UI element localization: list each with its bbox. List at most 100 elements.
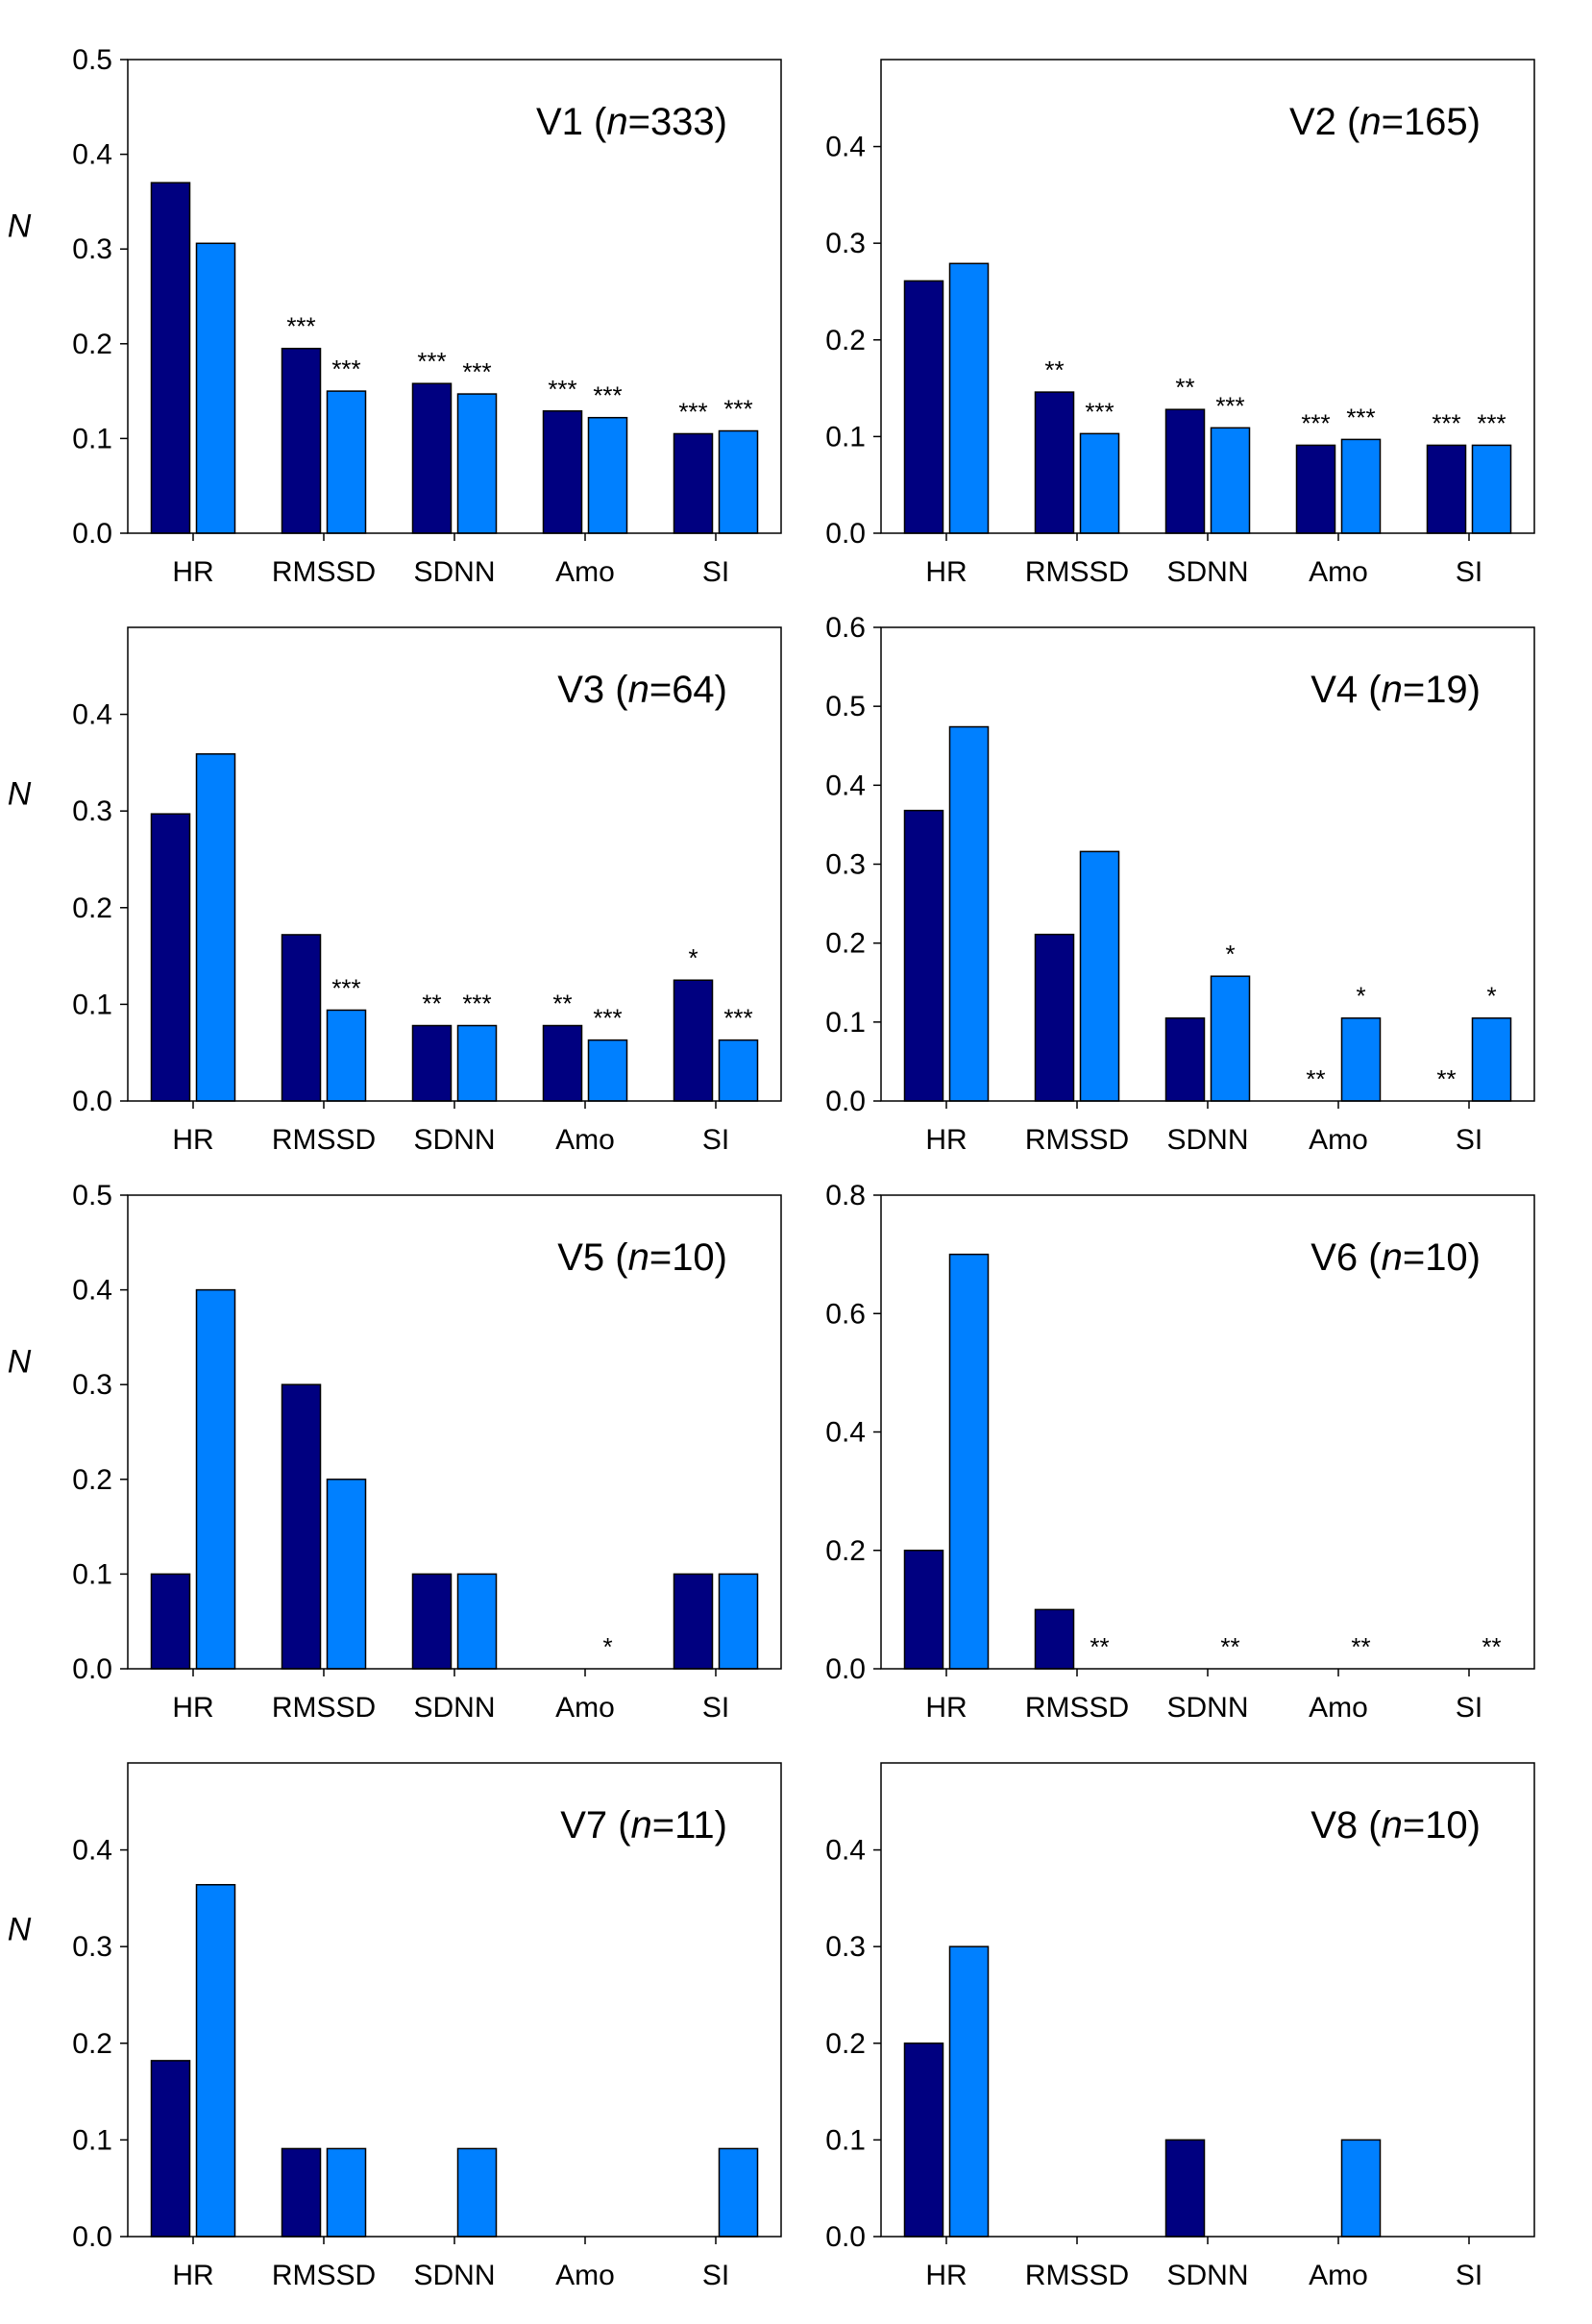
bar-amo-series-2 bbox=[587, 416, 628, 534]
bar-amo-series-1 bbox=[542, 410, 583, 534]
x-tick-label-amo: Amo bbox=[555, 556, 615, 588]
x-tick-label-sdnn: SDNN bbox=[1166, 556, 1248, 588]
bar-rmssd-series-2 bbox=[326, 1009, 367, 1102]
plot-frame bbox=[127, 1194, 782, 1670]
y-tick-label: 0.3 bbox=[72, 1369, 112, 1401]
significance-label: *** bbox=[417, 347, 446, 376]
panel-title-suffix: =10) bbox=[1403, 1804, 1481, 1847]
x-tick-label-amo: Amo bbox=[1309, 556, 1368, 588]
chart-panel-1: HR *** *** RMSSD *** *** SDNN *** *** Amo *** *** SI… bbox=[8, 44, 782, 588]
bar-hr-series-1 bbox=[903, 280, 944, 534]
bar-si-series-2 bbox=[718, 1573, 759, 1670]
y-tick-label: 0.5 bbox=[72, 1180, 112, 1211]
bar-sdnn-series-2 bbox=[1210, 975, 1251, 1102]
y-tick-label: 0.1 bbox=[825, 2124, 866, 2156]
panel-title-prefix: V8 ( bbox=[1310, 1804, 1382, 1847]
significance-label: * bbox=[602, 1632, 612, 1661]
bar-rmssd-series-1 bbox=[1034, 933, 1075, 1102]
panel-title: V3 (n=64) bbox=[557, 669, 727, 711]
y-tick-label: 0.4 bbox=[825, 1835, 866, 1867]
y-tick-label: 0.0 bbox=[72, 518, 112, 550]
x-tick-label-si: SI bbox=[702, 1124, 729, 1156]
y-tick-label: 0.0 bbox=[825, 1653, 866, 1685]
y-tick-label: 0.2 bbox=[72, 329, 112, 360]
significance-label: *** bbox=[593, 1004, 622, 1033]
panel-title-n: n bbox=[1359, 101, 1381, 143]
x-tick-label-hr: HR bbox=[172, 556, 213, 588]
panel-title-suffix: =10) bbox=[649, 1236, 727, 1279]
y-tick-label: 0.1 bbox=[825, 421, 866, 453]
bar-si-series-1 bbox=[1426, 444, 1467, 534]
significance-label: *** bbox=[593, 381, 622, 410]
bar-si-series-2 bbox=[718, 1039, 759, 1102]
y-tick-label: 0.1 bbox=[72, 2124, 112, 2156]
x-tick-label-si: SI bbox=[1456, 556, 1482, 588]
y-tick-label: 0.3 bbox=[72, 233, 112, 265]
y-tick-label: 0.1 bbox=[72, 423, 112, 454]
y-tick-label: 0.2 bbox=[825, 2028, 866, 2060]
x-tick-label-amo: Amo bbox=[1309, 1692, 1368, 1724]
y-tick-label: 0.2 bbox=[72, 2028, 112, 2060]
x-tick-label-si: SI bbox=[702, 1692, 729, 1724]
y-tick-label: 0.4 bbox=[72, 1275, 112, 1307]
panel-title-n: n bbox=[1382, 1804, 1403, 1847]
bar-si-series-2 bbox=[718, 429, 759, 534]
significance-label: *** bbox=[1477, 408, 1506, 437]
panel-title-suffix: =19) bbox=[1403, 669, 1481, 711]
x-tick-label-rmssd: RMSSD bbox=[272, 1124, 376, 1156]
plot-frame bbox=[127, 1762, 782, 2238]
panel-title-prefix: V2 ( bbox=[1289, 101, 1360, 143]
bar-hr-series-1 bbox=[903, 1550, 944, 1670]
bar-hr-series-1 bbox=[903, 2043, 944, 2238]
bar-amo-series-1 bbox=[1295, 444, 1336, 534]
panel-title-n: n bbox=[1382, 669, 1403, 711]
x-tick-label-rmssd: RMSSD bbox=[1025, 1124, 1129, 1156]
bar-rmssd-series-2 bbox=[326, 390, 367, 534]
significance-label: * bbox=[688, 943, 698, 972]
x-tick-label-amo: Amo bbox=[555, 2260, 615, 2291]
significance-label: *** bbox=[678, 397, 707, 426]
bar-sdnn-series-2 bbox=[456, 1573, 498, 1670]
significance-label: ** bbox=[1044, 355, 1064, 384]
significance-label: *** bbox=[548, 375, 576, 404]
panel-title-n: n bbox=[628, 1236, 649, 1279]
x-tick-label-sdnn: SDNN bbox=[413, 1124, 495, 1156]
bar-si-series-1 bbox=[673, 979, 714, 1102]
significance-label: *** bbox=[331, 973, 360, 1002]
significance-label: ** bbox=[422, 990, 441, 1018]
x-tick-label-hr: HR bbox=[925, 2260, 967, 2291]
significance-label: * bbox=[1225, 940, 1235, 968]
significance-label: *** bbox=[462, 990, 491, 1018]
y-tick-label: 0.8 bbox=[825, 1180, 866, 1211]
chart-panel-4: HR RMSSD*SDNN***Amo***SI0.00.10.20.30.40.… bbox=[825, 612, 1535, 1156]
y-tick-label: 0.0 bbox=[72, 1653, 112, 1685]
chart-panel-8: HR RMSSD SDNN Amo SI 0.0 0.1 0.2 0.3 0.4 V8 (n=10) bbox=[825, 1762, 1535, 2291]
y-tick-label: 0.3 bbox=[825, 849, 866, 881]
x-tick-label-amo: Amo bbox=[555, 1124, 615, 1156]
y-axis-label: N bbox=[8, 1912, 32, 1948]
x-tick-label-amo: Amo bbox=[555, 1692, 615, 1724]
significance-label: * bbox=[1356, 982, 1365, 1011]
y-tick-label: 0.6 bbox=[825, 1298, 866, 1330]
y-tick-label: 0.2 bbox=[72, 1464, 112, 1496]
bar-hr-series-2 bbox=[195, 1884, 236, 2238]
y-tick-label: 0.5 bbox=[825, 691, 866, 722]
significance-label: *** bbox=[462, 357, 491, 386]
x-tick-label-sdnn: SDNN bbox=[1166, 1692, 1248, 1724]
panel-title-prefix: V3 ( bbox=[557, 669, 628, 711]
bar-rmssd-series-1 bbox=[1034, 1608, 1075, 1670]
bar-sdnn-series-2 bbox=[456, 1024, 498, 1102]
x-tick-label-si: SI bbox=[1456, 1124, 1482, 1156]
y-tick-label: 0.3 bbox=[72, 795, 112, 827]
x-tick-label-amo: Amo bbox=[1309, 1124, 1368, 1156]
x-tick-label-sdnn: SDNN bbox=[1166, 1124, 1248, 1156]
y-tick-label: 0.3 bbox=[72, 1931, 112, 1963]
x-tick-label-rmssd: RMSSD bbox=[1025, 1692, 1129, 1724]
bar-amo-series-2 bbox=[1340, 2139, 1382, 2238]
x-tick-label-si: SI bbox=[702, 2260, 729, 2291]
bar-si-series-1 bbox=[673, 1573, 714, 1670]
panel-title: V7 (n=11) bbox=[560, 1804, 727, 1847]
plot-frame bbox=[127, 626, 782, 1102]
significance-label: ** bbox=[1090, 1632, 1109, 1661]
bar-sdnn-series-1 bbox=[411, 1024, 453, 1102]
